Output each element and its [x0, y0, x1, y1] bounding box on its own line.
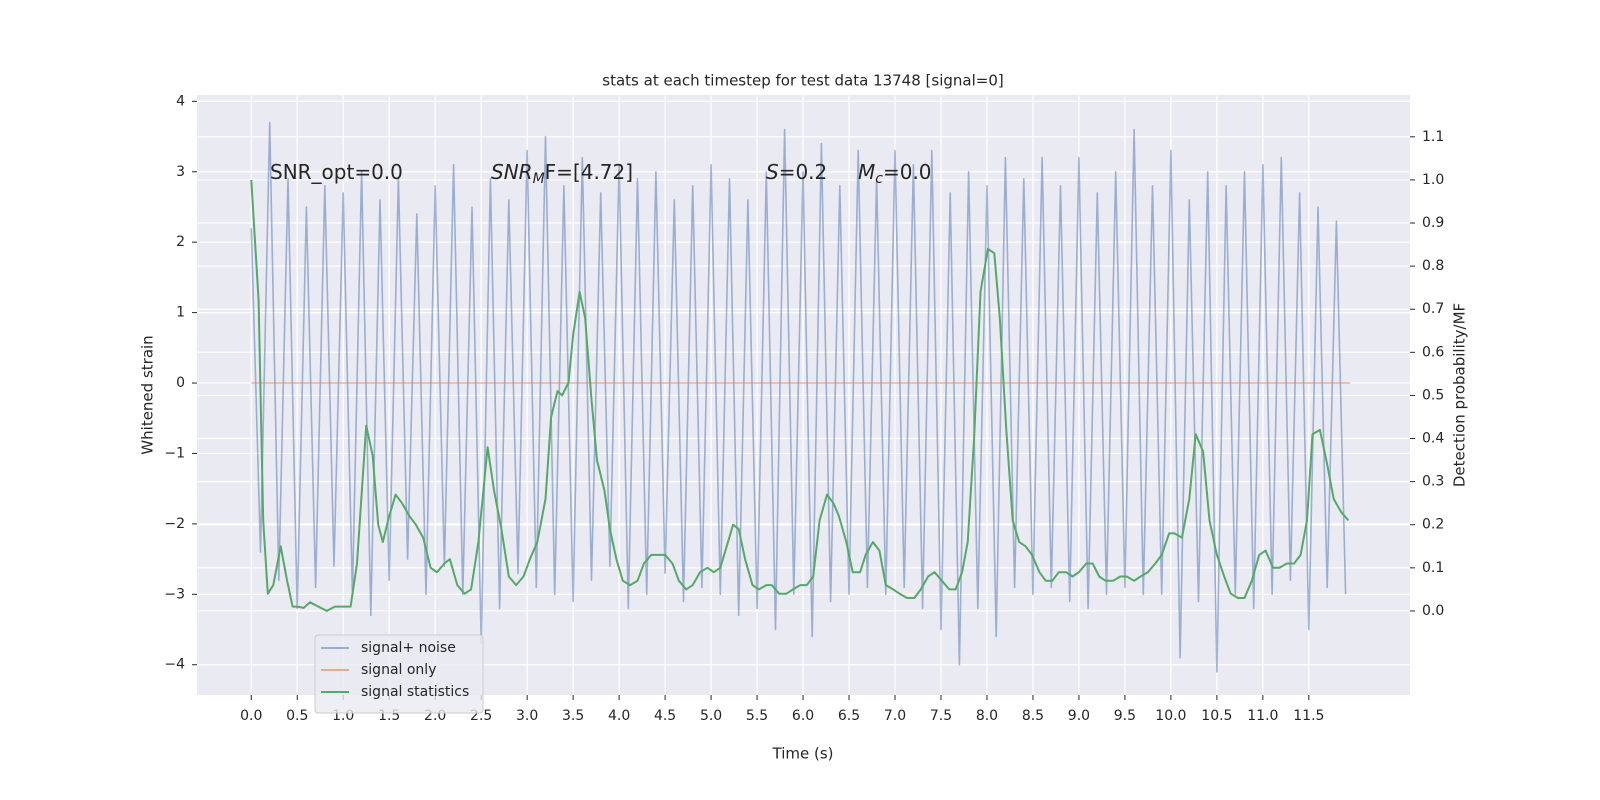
y2-tick-label: 0.7: [1422, 301, 1444, 317]
annotation-part: S: [766, 160, 779, 184]
y2-tick-label: 0.1: [1422, 560, 1444, 576]
y2-axis-label: Detection probability/MF: [1451, 303, 1469, 487]
x-tick-label: 6.0: [792, 708, 814, 724]
annotation-part: M: [533, 171, 545, 187]
grid: 0.0 0.5 1.0 1.5 2.0 2.5 3.0 3.5 4.0 4.5 5.0 5.5 6.0 6…: [164, 93, 1444, 724]
y2-tick-label: 0.4: [1422, 431, 1444, 447]
y-axis-label: Whitened strain: [139, 335, 157, 454]
y2-tick-label: 0.9: [1422, 215, 1444, 231]
legend-label: signal statistics: [361, 684, 469, 700]
x-tick-label: 8.0: [976, 708, 998, 724]
y-tick-label: −4: [164, 657, 185, 673]
x-tick-label: 0.5: [286, 708, 308, 724]
x-tick-label: 7.5: [930, 708, 952, 724]
annotation-part: F=[4.72]: [545, 160, 633, 184]
x-tick-label: 11.5: [1293, 708, 1324, 724]
chart-title: stats at each timestep for test data 137…: [602, 72, 1003, 90]
legend-label: signal+ noise: [361, 640, 456, 656]
y2-tick-label: 0.0: [1422, 603, 1444, 619]
y2-tick-label: 0.3: [1422, 474, 1444, 490]
x-tick-label: 4.5: [654, 708, 676, 724]
x-tick-label: 4.0: [608, 708, 630, 724]
y2-tick-label: 0.8: [1422, 258, 1444, 274]
annotation: SNRMF=[4.72]: [491, 160, 633, 188]
x-tick-label: 5.5: [746, 708, 768, 724]
annotation-part: SNR: [491, 160, 533, 184]
x-tick-label: 3.5: [562, 708, 584, 724]
annotation-part: =0.0: [883, 160, 932, 184]
x-tick-label: 9.0: [1068, 708, 1090, 724]
annotation: SNR_opt=0.0: [270, 160, 403, 184]
x-tick-label: 10.0: [1155, 708, 1186, 724]
legend-label: signal only: [361, 662, 436, 678]
y2-tick-label: 0.2: [1422, 517, 1444, 533]
y2-tick-label: 1.1: [1422, 129, 1444, 145]
y-tick-label: 2: [176, 234, 185, 250]
y-tick-label: 1: [176, 305, 185, 321]
x-tick-label: 6.5: [838, 708, 860, 724]
y-tick-label: −3: [164, 586, 185, 602]
annotation: S=0.2: [766, 160, 827, 184]
x-tick-label: 11.0: [1247, 708, 1278, 724]
y-tick-label: −1: [164, 445, 185, 461]
annotation-part: =0.2: [779, 160, 828, 184]
y2-tick-label: 1.0: [1422, 172, 1444, 188]
marks: [250, 121, 1351, 673]
x-tick-label: 9.5: [1114, 708, 1136, 724]
y-tick-label: 3: [176, 164, 185, 180]
annotation-part: M: [858, 160, 875, 184]
series-line: [250, 179, 1350, 612]
annotation: Mc=0.0: [858, 160, 932, 188]
x-tick-label: 8.5: [1022, 708, 1044, 724]
y-tick-label: 0: [176, 375, 185, 391]
y-tick-label: 4: [176, 93, 185, 109]
overlay: SNR_opt=0.0 SNRMF=[4.72] S=0.2 Mc=0.0signal…: [270, 160, 932, 714]
annotation-part: SNR_opt=0.0: [270, 160, 403, 184]
x-axis-label: Time (s): [772, 745, 834, 763]
x-tick-label: 0.0: [240, 708, 262, 724]
x-tick-label: 10.5: [1201, 708, 1232, 724]
x-tick-label: 7.0: [884, 708, 906, 724]
y2-tick-label: 0.5: [1422, 387, 1444, 403]
y2-tick-label: 0.6: [1422, 344, 1444, 360]
x-tick-label: 5.0: [700, 708, 722, 724]
legend: signal+ noise signal only signal statistic…: [314, 634, 484, 714]
y-tick-label: −2: [164, 516, 185, 532]
legend-frame: [314, 634, 484, 714]
x-tick-label: 3.0: [516, 708, 538, 724]
annotation-part: c: [875, 171, 883, 187]
